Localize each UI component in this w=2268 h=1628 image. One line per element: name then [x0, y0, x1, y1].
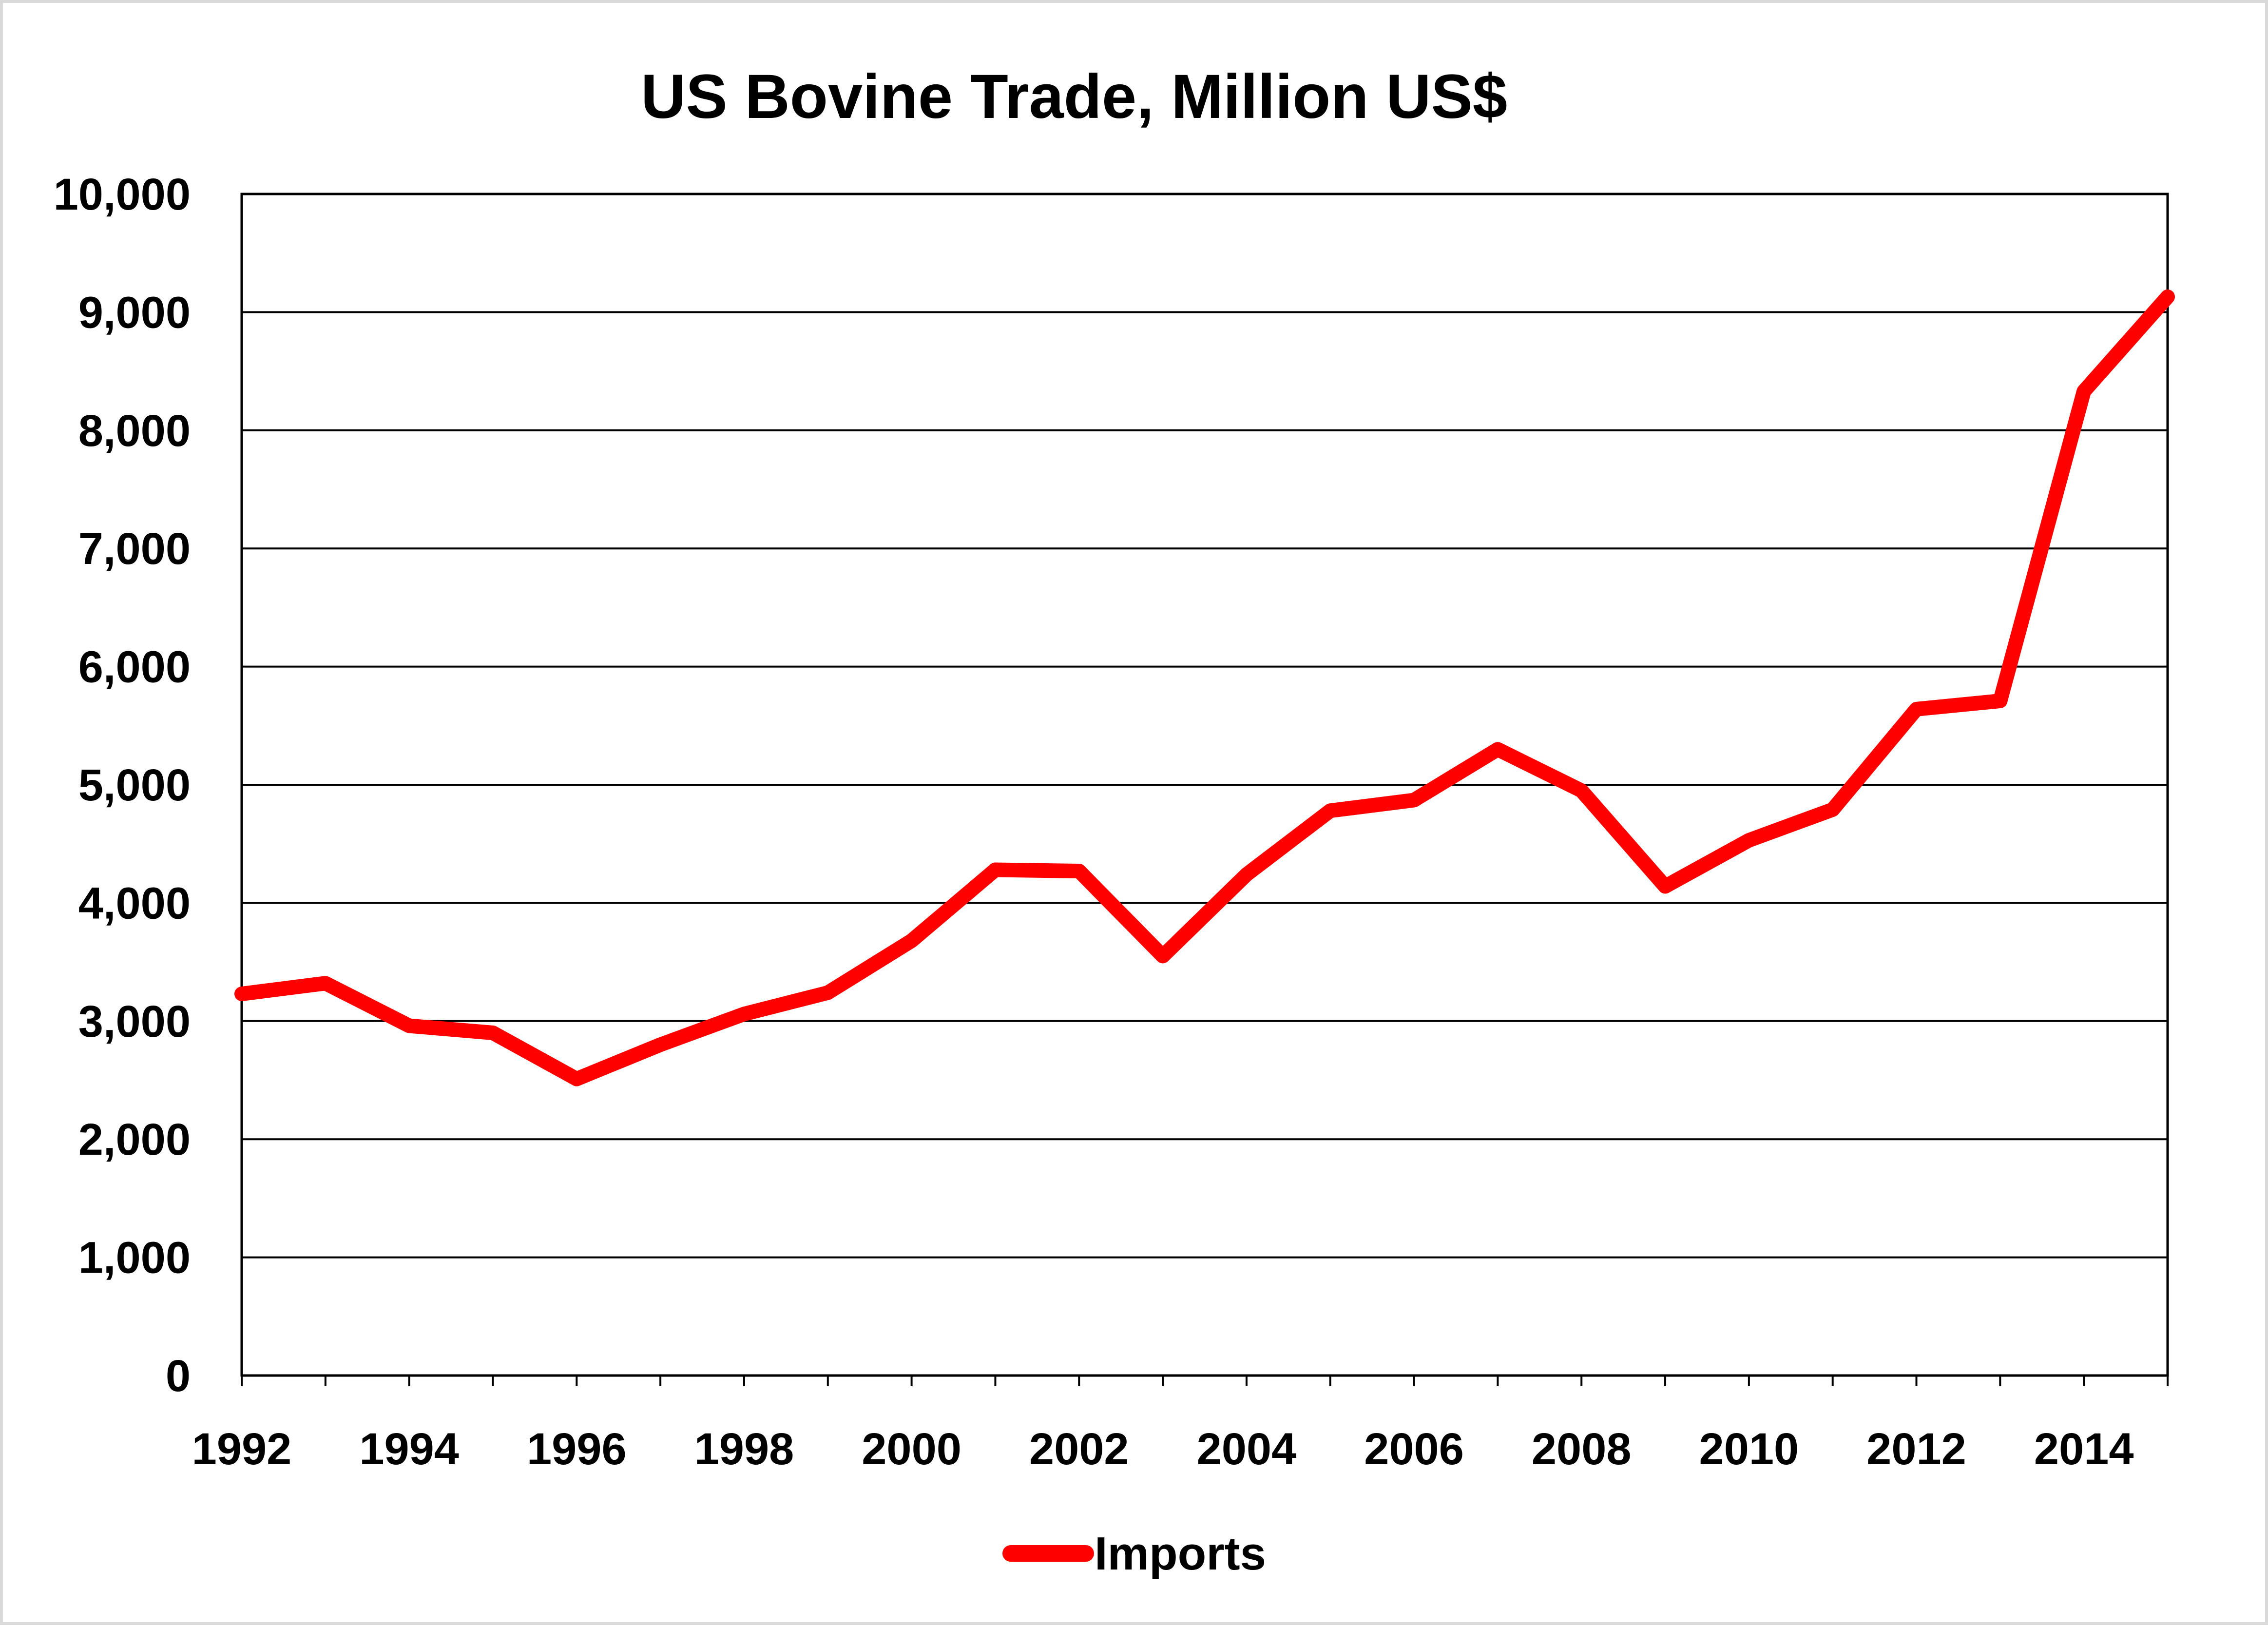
x-tick-label-2010: 2010: [1699, 1424, 1799, 1474]
series-line-imports: [234, 289, 2175, 1086]
x-tick-label-2014: 2014: [2034, 1424, 2134, 1474]
series-layer: [234, 289, 2175, 1086]
data-point-1995: [491, 1031, 495, 1035]
data-point-2011: [1831, 808, 1834, 811]
data-point-1999: [826, 991, 829, 994]
x-axis-tick-labels: 1992 1994 1996 1998 2000 2002 2004 2006 2008 2010…: [192, 1424, 2134, 1474]
data-point-2009: [1664, 885, 1667, 888]
y-axis-tick-labels: 0 1,000 2,000 3,000 4,000 5,000 6,000 7,000 8,00…: [54, 170, 191, 1401]
data-point-1994: [407, 1024, 411, 1027]
data-point-1996: [575, 1077, 578, 1081]
gridlines: [242, 311, 2168, 1259]
data-point-1998: [742, 1012, 746, 1016]
data-point-2014: [2082, 389, 2086, 393]
data-point-2004: [1245, 873, 1248, 876]
data-point-2005: [1328, 809, 1332, 813]
data-point-2013: [1999, 699, 2002, 702]
y-tick-label-10000: 10,000: [54, 170, 191, 219]
y-tick-label-1000: 1,000: [78, 1233, 191, 1283]
bovine-trade-chart: US Bovine Trade, Million US$ 0 1,000 2,000…: [54, 62, 2175, 1580]
legend-label-imports: Imports: [1095, 1528, 1266, 1580]
y-tick-label-6000: 6,000: [78, 642, 191, 692]
data-point-2012: [1915, 707, 1918, 711]
x-tick-label-2004: 2004: [1197, 1424, 1297, 1474]
x-tick-label-2006: 2006: [1364, 1424, 1464, 1474]
x-tick-label-1996: 1996: [527, 1424, 627, 1474]
data-point-2003: [1161, 954, 1165, 958]
x-tick-label-1998: 1998: [694, 1424, 794, 1474]
data-point-1997: [659, 1043, 662, 1047]
plot-area: [240, 193, 2169, 1377]
chart-title: US Bovine Trade, Million US$: [641, 62, 1507, 132]
data-point-2001: [994, 868, 997, 872]
data-point-2002: [1077, 869, 1081, 872]
y-tick-label-3000: 3,000: [78, 997, 191, 1047]
data-point-2006: [1412, 798, 1416, 802]
data-point-2008: [1580, 789, 1583, 793]
x-tick-label-2012: 2012: [1866, 1424, 1966, 1474]
data-point-2000: [910, 939, 913, 942]
data-point-2007: [1496, 748, 1499, 751]
y-tick-label-8000: 8,000: [78, 406, 191, 456]
x-tick-label-2002: 2002: [1029, 1424, 1129, 1474]
y-tick-label-5000: 5,000: [78, 760, 191, 810]
data-point-1992: [240, 992, 243, 996]
y-tick-label-7000: 7,000: [78, 524, 191, 574]
x-tick-label-1992: 1992: [192, 1424, 292, 1474]
data-point-1993: [324, 982, 327, 985]
x-tick-label-2008: 2008: [1532, 1424, 1632, 1474]
y-tick-label-0: 0: [166, 1351, 191, 1401]
y-tick-label-9000: 9,000: [78, 288, 191, 337]
y-tick-label-2000: 2,000: [78, 1115, 191, 1164]
x-tick-label-2000: 2000: [862, 1424, 961, 1474]
y-tick-label-4000: 4,000: [78, 878, 191, 928]
legend: Imports: [1002, 1528, 1266, 1580]
x-tick-label-1994: 1994: [359, 1424, 459, 1474]
data-point-2010: [1747, 838, 1750, 842]
data-point-2015: [2166, 295, 2169, 298]
x-axis-tick-marks: [241, 1376, 2169, 1386]
